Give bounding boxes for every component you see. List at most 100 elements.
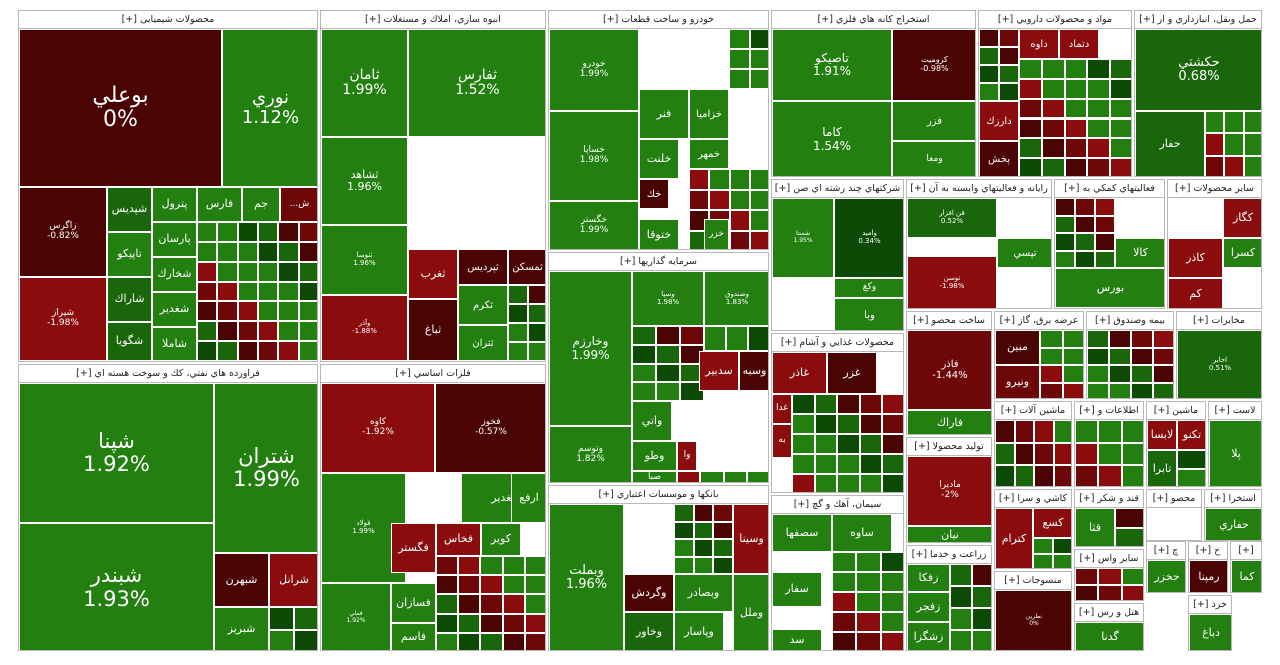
sector-title[interactable]: عرضه برق، گاز [+] <box>995 312 1083 330</box>
filler-tile[interactable] <box>197 341 218 361</box>
sector-title[interactable]: ساير محصولات [+] <box>1168 180 1261 198</box>
filler-tile[interactable] <box>1095 250 1115 268</box>
filler-tile[interactable] <box>278 222 299 242</box>
stock-tile[interactable]: فاذر -1.44% <box>907 330 991 410</box>
filler-tile[interactable] <box>1110 118 1131 139</box>
filler-tile[interactable] <box>527 285 545 304</box>
filler-tile[interactable] <box>656 382 680 401</box>
stock-tile[interactable]: وخاور <box>624 612 674 650</box>
stock-tile[interactable]: فخوز -0.57% <box>435 383 545 473</box>
filler-tile[interactable] <box>1041 118 1065 139</box>
filler-tile[interactable] <box>502 556 525 576</box>
filler-tile[interactable] <box>294 607 317 630</box>
stock-tile[interactable]: وسپا 1.98% <box>632 271 704 326</box>
stock-tile[interactable]: حكشتي 0.68% <box>1135 29 1261 111</box>
filler-tile[interactable] <box>258 281 279 302</box>
filler-tile[interactable] <box>859 434 883 454</box>
filler-tile[interactable] <box>217 222 238 242</box>
filler-tile[interactable] <box>1131 347 1153 365</box>
filler-tile[interactable] <box>502 575 525 595</box>
filler-tile[interactable] <box>458 613 481 633</box>
stock-tile[interactable]: واميد 0.34% <box>834 198 903 278</box>
stock-tile[interactable]: وكغ <box>834 278 903 298</box>
stock-tile[interactable]: فسازان <box>391 583 436 623</box>
stock-tile[interactable]: وبملت 1.96% <box>549 504 624 650</box>
stock-tile[interactable]: ثمسكن <box>508 249 545 285</box>
stock-tile[interactable]: سصفها <box>772 514 832 552</box>
filler-tile[interactable] <box>480 632 503 650</box>
filler-tile[interactable] <box>258 241 279 262</box>
stock-tile[interactable]: خزر <box>704 219 729 249</box>
sector-title[interactable]: محصولات غذايي و آشام [+] <box>772 334 903 352</box>
filler-tile[interactable] <box>1110 138 1131 159</box>
sector-title[interactable]: ساخت محصو [+] <box>907 312 991 330</box>
stock-tile[interactable]: شاراك <box>107 277 152 322</box>
filler-tile[interactable] <box>1055 250 1075 268</box>
filler-tile[interactable] <box>1205 155 1225 176</box>
stock-tile[interactable]: وطو <box>632 441 677 471</box>
sector-title[interactable]: لاست [+] <box>1209 402 1261 420</box>
sector-title[interactable]: فلزات اساسي [+] <box>321 365 545 383</box>
filler-tile[interactable] <box>1098 568 1122 585</box>
filler-tile[interactable] <box>1034 465 1054 486</box>
filler-tile[interactable] <box>1075 420 1099 443</box>
filler-tile[interactable] <box>508 285 528 304</box>
filler-tile[interactable] <box>693 539 714 557</box>
filler-tile[interactable] <box>674 539 694 557</box>
stock-tile[interactable]: وا <box>677 441 697 471</box>
sector-title[interactable]: رايانه و فعاليتهاي وابسته به آن [+] <box>907 180 1051 198</box>
sector-title[interactable]: ماشين آلات [+] <box>995 402 1071 420</box>
filler-tile[interactable] <box>298 261 317 282</box>
filler-tile[interactable] <box>197 281 218 302</box>
sector-title[interactable]: حمل ونقل، انبارداري و ار [+] <box>1135 11 1261 29</box>
stock-tile[interactable]: جم <box>242 187 280 222</box>
filler-tile[interactable] <box>1041 59 1065 79</box>
filler-tile[interactable] <box>882 474 903 492</box>
stock-tile[interactable]: واتي <box>632 401 672 441</box>
filler-tile[interactable] <box>217 241 238 262</box>
stock-tile[interactable]: غاذر <box>772 352 827 394</box>
stock-tile[interactable]: كروميت -0.98% <box>892 29 975 101</box>
stock-tile[interactable]: ثنوسا 1.96% <box>321 225 408 295</box>
filler-tile[interactable] <box>746 471 768 482</box>
filler-tile[interactable] <box>524 556 545 576</box>
stock-tile[interactable]: خساپا 1.98% <box>549 111 639 201</box>
stock-tile[interactable]: كترام <box>995 508 1033 568</box>
filler-tile[interactable] <box>677 471 701 482</box>
stock-tile[interactable]: داوه <box>1019 29 1059 59</box>
filler-tile[interactable] <box>1110 158 1131 176</box>
filler-tile[interactable] <box>480 613 503 633</box>
filler-tile[interactable] <box>1098 585 1122 600</box>
filler-tile[interactable] <box>704 326 726 351</box>
filler-tile[interactable] <box>1041 138 1065 159</box>
filler-tile[interactable] <box>1115 508 1143 528</box>
filler-tile[interactable] <box>1041 78 1065 99</box>
filler-tile[interactable] <box>1064 98 1088 119</box>
stock-tile[interactable]: دتماد <box>1059 29 1099 59</box>
filler-tile[interactable] <box>1055 233 1075 251</box>
stock-tile[interactable]: وآذر -1.88% <box>321 295 408 361</box>
filler-tile[interactable] <box>792 414 815 434</box>
filler-tile[interactable] <box>258 222 279 242</box>
stock-tile[interactable]: صبا <box>632 471 677 482</box>
filler-tile[interactable] <box>713 556 733 574</box>
stock-tile[interactable]: شستا 1.95% <box>772 198 834 278</box>
filler-tile[interactable] <box>458 556 481 576</box>
filler-tile[interactable] <box>837 394 860 414</box>
stock-tile[interactable]: سفار <box>772 572 822 607</box>
filler-tile[interactable] <box>1064 78 1088 99</box>
filler-tile[interactable] <box>527 342 545 361</box>
sector-title[interactable]: مخابرات [+] <box>1177 312 1261 330</box>
stock-tile[interactable]: زشگزا <box>907 622 950 650</box>
stock-tile[interactable]: وسبه <box>739 351 768 391</box>
filler-tile[interactable] <box>1205 133 1225 156</box>
filler-tile[interactable] <box>237 321 258 342</box>
filler-tile[interactable] <box>723 471 747 482</box>
filler-tile[interactable] <box>436 575 459 595</box>
filler-tile[interactable] <box>882 454 903 474</box>
stock-tile[interactable]: شيراز -1.98% <box>19 277 107 361</box>
filler-tile[interactable] <box>1014 420 1034 443</box>
stock-tile[interactable]: نوري 1.12% <box>222 29 317 187</box>
filler-tile[interactable] <box>269 607 294 630</box>
sector-title[interactable]: ساير واس [+] <box>1075 550 1143 568</box>
